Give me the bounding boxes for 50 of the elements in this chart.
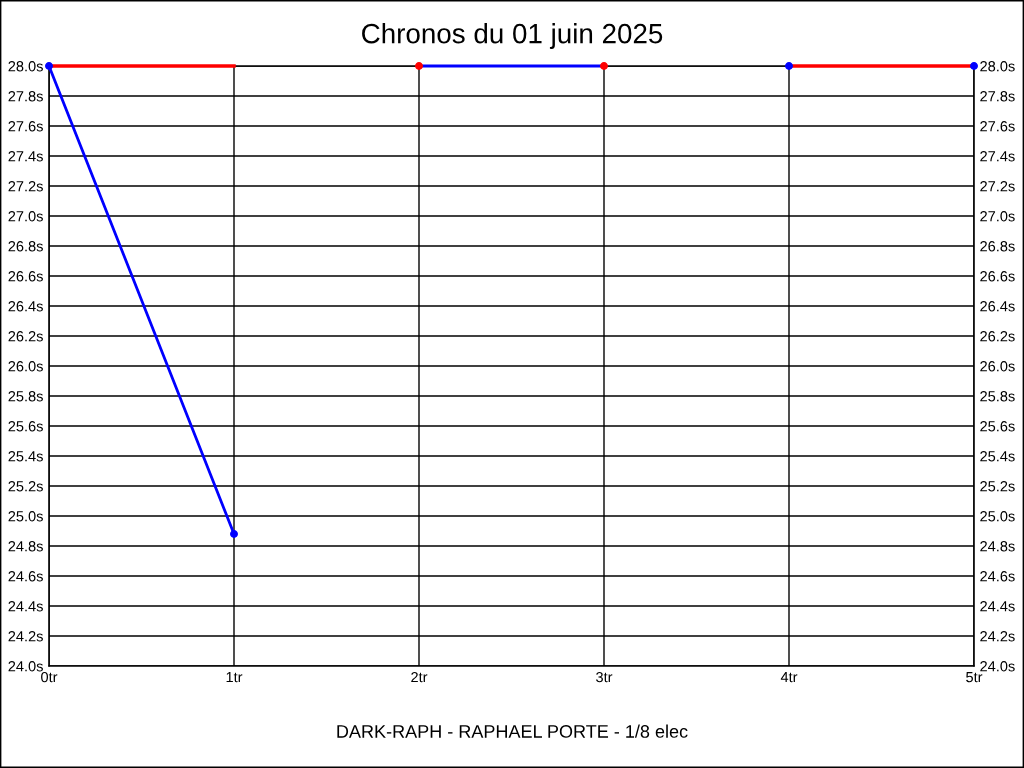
y2-tick-label: 24.0s [980,661,1015,672]
y-tick-label: 27.4s [8,151,43,162]
text: DARK-RAPH - RAPHAEL PORTE - 1/8 elec [337,724,688,738]
y-tick-label: 28.0s [8,61,43,72]
y2-tick-label: 24.4s [980,601,1015,612]
y-tick-label: 25.6s [8,421,43,432]
y-tick-label: 26.6s [8,271,43,282]
y2-tick-label: 26.8s [980,241,1015,252]
y-tick-label: 27.0s [8,211,43,222]
y2-tick-label: 24.8s [980,541,1015,552]
y-tick-label: 26.0s [8,361,43,372]
y2-tick-label: 25.6s [980,421,1015,432]
y2-tick-label: 25.2s [980,481,1015,492]
y-tick-label: 25.0s [8,511,43,522]
y2-tick-label: 25.0s [980,511,1015,522]
x-tick-label: 3tr [596,671,613,683]
y2-tick-label: 27.8s [980,91,1015,102]
y-tick-label: 24.0s [8,661,43,672]
y-tick-label: 24.2s [8,631,43,642]
y-tick-label: 25.2s [8,481,43,492]
y2-tick-label: 27.4s [980,151,1015,162]
y-tick-label: 26.2s [8,331,43,342]
x-tick-label: 0tr [41,671,58,683]
y2-tick-label: 28.0s [980,61,1015,72]
y2-tick-label: 27.6s [980,121,1015,132]
y-tick-label: 27.8s [8,91,43,102]
y-tick-label: 24.8s [8,541,43,552]
chart-title: Chronos du 01 juin 2025 [362,23,663,49]
y-tick-label: 27.2s [8,181,43,192]
y2-tick-label: 24.2s [980,631,1015,642]
y2-tick-label: 27.0s [980,211,1015,222]
y-tick-label: 25.8s [8,391,43,402]
y2-tick-label: 25.8s [980,391,1015,402]
x-tick-label: 4tr [780,672,798,683]
y-tick-label: 26.8s [8,241,43,252]
x-tick-label: 5tr [966,672,983,683]
y2-tick-label: 26.0s [980,361,1015,372]
y-tick-label: 24.4s [8,601,43,612]
y2-tick-label: 27.2s [980,181,1015,192]
y-tick-label: 24.6s [8,571,43,582]
y2-tick-label: 24.6s [980,571,1015,582]
y2-tick-label: 25.4s [980,451,1015,462]
y2-tick-label: 26.4s [980,301,1015,312]
y2-tick-label: 26.6s [980,271,1015,282]
x-tick-label: 1tr [226,672,243,683]
y-tick-label: 27.6s [8,121,43,132]
y-tick-label: 25.4s [8,451,43,462]
y-tick-label: 26.4s [8,301,43,312]
x-tick-label: 2tr [411,671,428,683]
y2-tick-label: 26.2s [980,331,1015,342]
